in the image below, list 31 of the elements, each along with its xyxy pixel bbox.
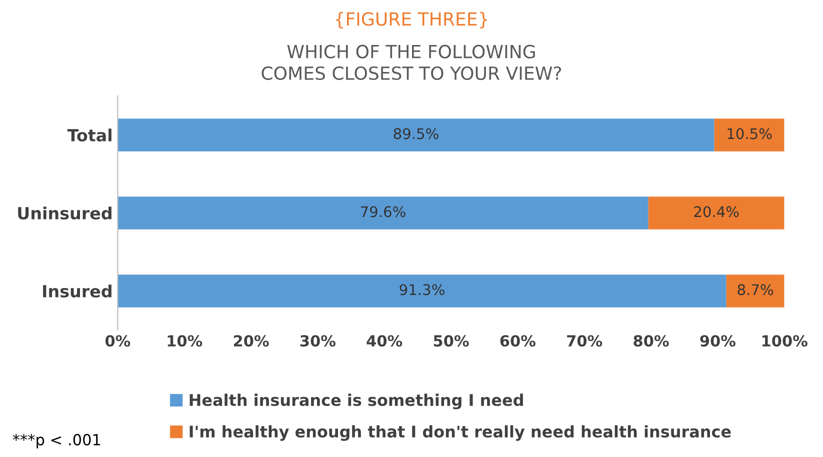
x-tick-label: 70% <box>567 335 602 347</box>
legend-label: I'm healthy enough that I don't really need health insurance <box>190 425 731 441</box>
y-tick-label: Insured <box>43 284 112 298</box>
x-tick-label: 10% <box>168 335 202 347</box>
x-tick-label: 80% <box>634 335 669 347</box>
x-tick-label: 50% <box>434 335 469 347</box>
data-label: 10.5% <box>728 128 772 140</box>
bar <box>118 118 714 152</box>
x-tick-label: 90% <box>700 335 736 347</box>
chart-title: {FIGURE THREE} <box>336 12 488 28</box>
legend-label: Health insurance is something I need <box>190 394 523 410</box>
bar <box>118 274 726 308</box>
data-label: 91.3% <box>400 284 444 296</box>
x-tick-label: 100% <box>762 335 808 347</box>
data-label: 20.4% <box>694 206 739 218</box>
bar <box>726 274 784 308</box>
y-tick-label: Uninsured <box>18 206 112 220</box>
x-tick-label: 20% <box>234 335 269 347</box>
y-tick-label: Total <box>67 128 112 142</box>
data-label: 79.6% <box>361 206 406 218</box>
data-label: 89.5% <box>394 128 438 140</box>
x-tick-label: 30% <box>300 335 336 347</box>
x-tick-label: 60% <box>500 335 536 347</box>
x-tick-label: 40% <box>366 335 402 347</box>
chart-subtitle: WHICH OF THE FOLLOWING COMES CLOSEST TO YOUR VIEW? <box>262 44 562 80</box>
bar <box>648 196 784 230</box>
text: ***p < .001 <box>12 434 100 448</box>
data-label: 8.7% <box>738 284 774 296</box>
x-tick-label: 0% <box>105 335 130 347</box>
bar <box>714 118 784 152</box>
bar <box>118 196 648 230</box>
